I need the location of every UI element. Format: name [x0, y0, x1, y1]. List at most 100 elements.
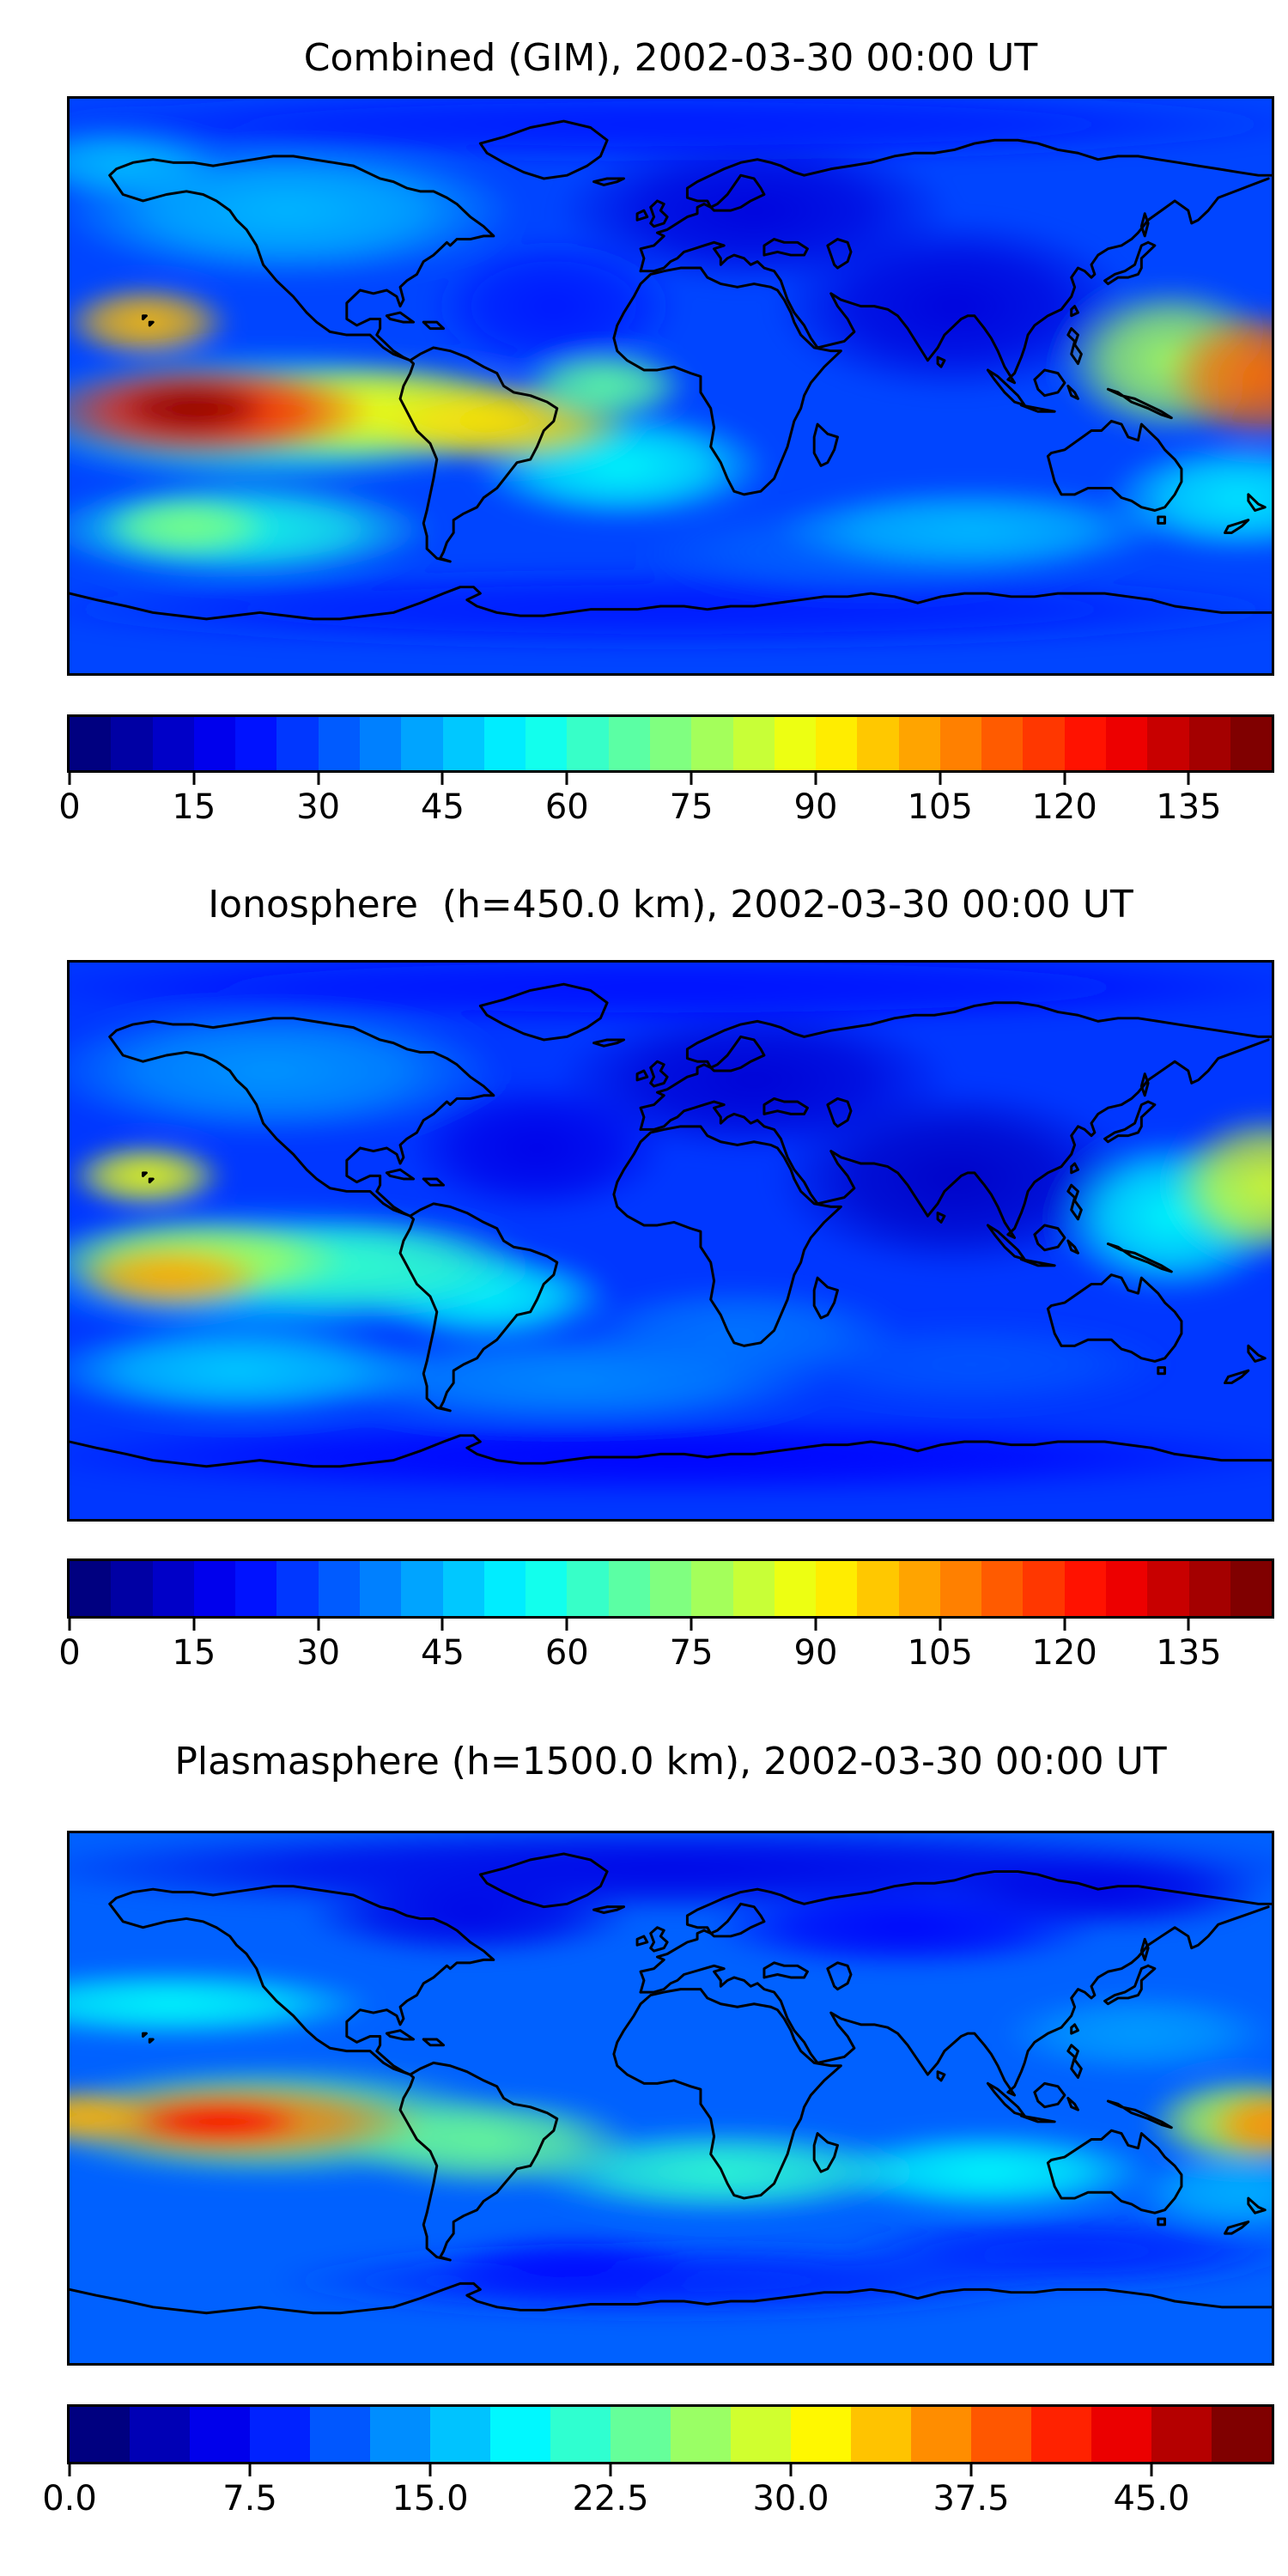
coastline-path	[649, 199, 669, 228]
coastline-path	[1019, 1258, 1056, 1267]
coastline-path	[612, 1988, 842, 2200]
colorbar-tick	[68, 1616, 71, 1631]
coastline-path	[1070, 2023, 1079, 2035]
coastline-path	[1066, 385, 1079, 400]
colorbar-tick	[317, 1616, 320, 1631]
panel-title-ionosphere: Ionosphere (h=450.0 km), 2002-03-30 00:0…	[208, 883, 1133, 927]
coastline-path	[142, 314, 148, 320]
coastline-path	[1224, 519, 1250, 534]
colorbar-segment	[318, 1561, 360, 1616]
coastline-path	[1066, 1183, 1083, 1221]
world-map-svg	[70, 963, 1272, 1519]
colorbar-segment	[1188, 1561, 1230, 1616]
tec-blob	[436, 2233, 704, 2305]
coastline-path	[592, 1038, 626, 1048]
colorbar-tick	[192, 770, 196, 785]
colorbar-tick-label: 120	[1031, 787, 1097, 827]
colorbar-segment	[401, 1561, 443, 1616]
colorbar-segment	[359, 1561, 402, 1616]
colorbar-segment	[1147, 717, 1189, 770]
colorbar-tick	[565, 770, 568, 785]
colorbar-segment	[1091, 2407, 1151, 2462]
coastline-path	[936, 2070, 946, 2082]
colorbar-combined: 0 15 30 45 60 75 90 105 120 135	[58, 714, 1274, 826]
colorbar-segment	[732, 717, 775, 770]
coastline-path	[612, 1125, 842, 1347]
colorbar-tick-label: 15	[172, 1633, 216, 1673]
colorbar-segment	[691, 717, 733, 770]
tec-blob	[70, 1002, 504, 1139]
coastline-path	[592, 1905, 626, 1915]
coastline-path	[108, 155, 495, 362]
world-map-svg	[70, 99, 1272, 673]
colorbar-segment	[190, 2407, 250, 2462]
coastline-path	[148, 1177, 155, 1184]
coastline-path	[639, 1038, 1270, 1239]
colorbar-segment	[442, 1561, 484, 1616]
colorbar-segment	[1230, 717, 1273, 770]
colorbar-segment	[774, 717, 817, 770]
coastline-path	[385, 1168, 416, 1181]
world-map-svg	[70, 1833, 1272, 2363]
colorbar-segment	[774, 1561, 817, 1616]
tec-blob	[70, 99, 1272, 163]
coastline-path	[1224, 1369, 1250, 1385]
tec-blob	[938, 1853, 1272, 1931]
coastline-path	[826, 238, 853, 270]
colorbar-segment	[971, 2407, 1031, 2462]
coastline-path	[812, 1276, 839, 1320]
coastline-path	[639, 1870, 1272, 1994]
coastline-path	[70, 2281, 1272, 2315]
tec-blob	[303, 1874, 638, 1957]
colorbar-tick-label: 105	[907, 1633, 973, 1673]
tec-blob	[70, 2086, 157, 2146]
colorbar-segment	[130, 2407, 190, 2462]
colorbar-tick	[68, 770, 71, 785]
colorbar-tick-label: 105	[907, 787, 973, 827]
coastline-path	[649, 1926, 669, 1953]
coastline-path	[1033, 1224, 1066, 1252]
colorbar-tick-label: 135	[1156, 787, 1222, 827]
colorbar-segment	[70, 717, 112, 770]
colorbar-segment	[70, 2407, 130, 2462]
tec-blob	[1131, 2151, 1272, 2234]
colorbar-tick	[440, 1616, 444, 1631]
coastline-path	[1103, 240, 1157, 286]
colorbar-segment	[370, 2407, 430, 2462]
colorbar-segment	[608, 1561, 650, 1616]
colorbar-tick-label: 60	[544, 787, 589, 827]
panel-title-plasmasphere: Plasmasphere (h=1500.0 km), 2002-03-30 0…	[174, 1740, 1167, 1783]
colorbar-segment	[152, 717, 194, 770]
coastline-path	[398, 2061, 559, 2262]
coastline-path	[1247, 1344, 1267, 1363]
coastline-path	[1066, 327, 1083, 366]
colorbar-tick	[939, 770, 942, 785]
coastline-path	[1046, 1273, 1183, 1363]
tec-blob	[112, 380, 274, 438]
tec-blob	[427, 235, 681, 377]
colorbar-tick	[690, 1616, 693, 1631]
colorbar-tick	[1063, 1616, 1066, 1631]
coastline-path	[826, 1961, 853, 1991]
tec-blob	[70, 1141, 227, 1211]
colorbar-segment	[276, 1561, 319, 1616]
colorbar-segment	[1023, 1561, 1065, 1616]
colorbar-segment	[981, 1561, 1024, 1616]
tec-blob	[70, 1417, 1272, 1498]
colorbar-tick-label: 45.0	[1113, 2479, 1190, 2518]
coastline-path	[639, 177, 1270, 385]
coastline-layer	[70, 982, 1272, 1468]
colorbar-segment	[442, 717, 484, 770]
colorbar-tick	[248, 2462, 252, 2476]
colorbar-tick-label: 30	[296, 787, 341, 827]
colorbar-segment	[939, 717, 982, 770]
field-blob-layer	[70, 963, 1272, 1498]
colorbar-segment	[235, 717, 277, 770]
tec-blob	[1168, 1110, 1272, 1260]
coastline-path	[478, 119, 609, 180]
coastline-path	[1106, 1242, 1173, 1273]
coastline-path	[108, 1017, 495, 1218]
field-blob-layer	[70, 99, 1272, 651]
colorbar-tick-label: 60	[544, 1633, 589, 1673]
